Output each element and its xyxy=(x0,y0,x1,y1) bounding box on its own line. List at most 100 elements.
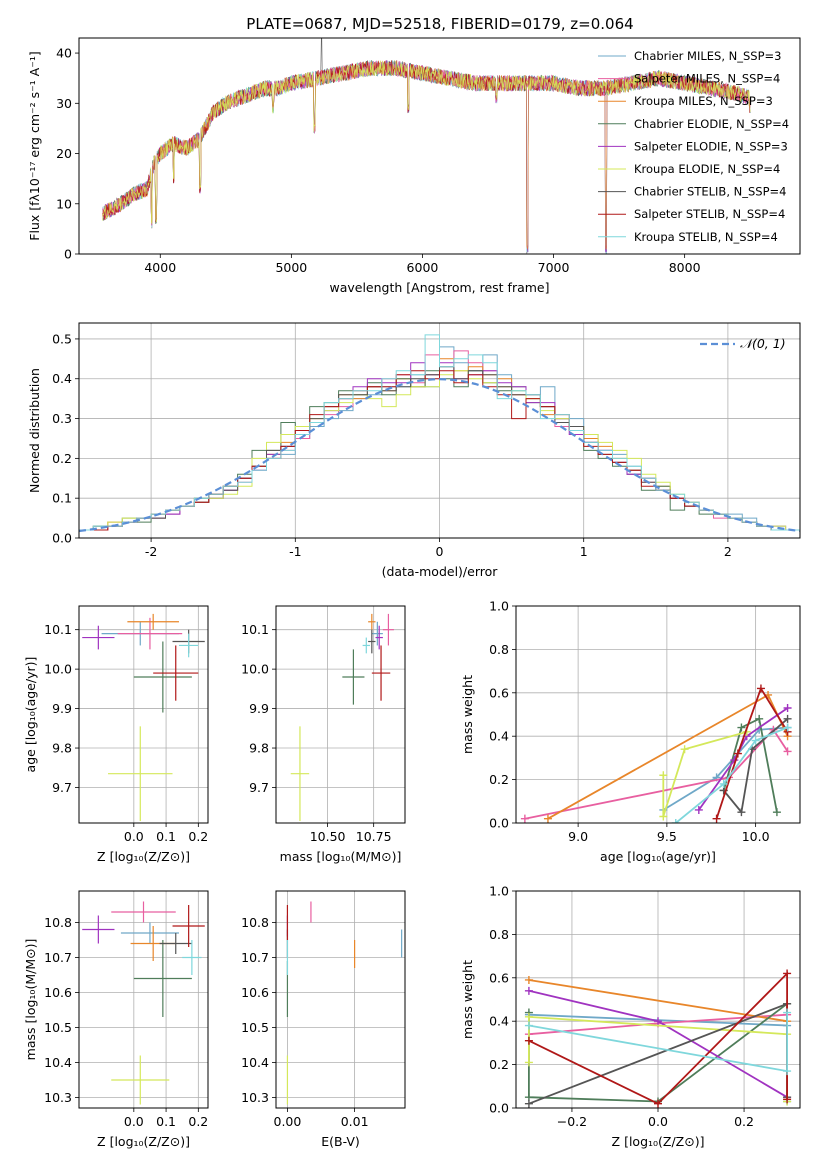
weight-marker xyxy=(654,1017,662,1026)
histogram-series-8 xyxy=(79,370,800,531)
data-point xyxy=(172,905,205,947)
plot-area xyxy=(82,901,205,1105)
x-tick-label: 0.2 xyxy=(734,1114,754,1129)
y-tick-label: 0.4 xyxy=(489,729,509,744)
data-point xyxy=(111,901,176,923)
legend-label: Kroupa MILES, N_SSP=3 xyxy=(634,94,773,108)
y-tick-label: 10.0 xyxy=(44,662,72,677)
axes-frame xyxy=(78,37,801,255)
weight-marker xyxy=(524,1099,533,1108)
spectrum-series-3 xyxy=(102,60,751,250)
y-axis-label: Normed distribution xyxy=(27,368,42,493)
weight-marker xyxy=(520,814,529,823)
y-axis-label: mass [log₁₀(M/M⊙)] xyxy=(23,939,38,1061)
y-tick-label: 10.1 xyxy=(44,622,72,637)
data-point xyxy=(368,613,376,630)
weight-marker xyxy=(737,723,746,732)
x-tick-label: 9.5 xyxy=(657,829,677,844)
data-point xyxy=(375,625,383,650)
y-tick-label: 9.8 xyxy=(249,741,269,756)
data-point xyxy=(111,1055,170,1105)
weight-marker xyxy=(783,969,792,978)
x-tick-label: 1 xyxy=(580,544,588,559)
weight-series-3 xyxy=(528,979,788,1023)
y-tick-label: 10.8 xyxy=(241,915,269,930)
spectrum-series-9 xyxy=(102,60,751,253)
y-tick-label: 0.6 xyxy=(489,685,509,700)
panel-age-vs-metallicity: 0.0 0.1 0.2 9.7 9.8 9.9 10.0 10.1 Z [log₁₀(Z/Z⊙)… xyxy=(23,605,209,864)
x-tick-label: 0 xyxy=(436,544,444,559)
y-tick-label: 10.3 xyxy=(44,1090,72,1105)
weight-marker xyxy=(756,684,765,693)
data-point xyxy=(82,915,115,944)
histogram-series-9 xyxy=(79,334,800,531)
x-axis-label: mass [log₁₀(M/M⊙)] xyxy=(280,849,402,864)
weight-marker xyxy=(783,747,792,756)
y-tick-label: 10.8 xyxy=(44,915,72,930)
x-tick-label: 0.01 xyxy=(341,1114,369,1129)
x-tick-label: 4000 xyxy=(144,260,176,275)
plot-area xyxy=(102,38,751,254)
axes-frame xyxy=(275,890,406,1109)
x-tick-label: 0.2 xyxy=(188,829,208,844)
spectrum-series-5 xyxy=(102,60,751,253)
legend-label: Chabrier ELODIE, N_SSP=4 xyxy=(634,117,789,131)
data-point xyxy=(368,629,376,654)
x-axis-label: (data-model)/error xyxy=(382,564,499,579)
x-axis-label: E(B-V) xyxy=(321,1134,360,1149)
weight-marker xyxy=(659,812,668,821)
x-tick-label: 0.1 xyxy=(156,829,176,844)
y-tick-label: 9.9 xyxy=(52,701,72,716)
weight-marker xyxy=(783,1067,792,1076)
y-tick-label: 0 xyxy=(64,247,72,262)
y-axis-label: mass weight xyxy=(460,675,475,754)
data-point xyxy=(120,922,179,944)
weight-marker xyxy=(524,975,533,984)
x-tick-label: 6000 xyxy=(407,260,439,275)
panel-mass-vs-metallicity: 0.0 0.1 0.2 10.3 10.4 10.5 10.6 10.7 10.8 Z [log₁… xyxy=(23,890,209,1149)
y-tick-label: 20 xyxy=(56,146,72,161)
panel-spectrum: 4000 5000 6000 7000 8000 0 10 20 30 40 wavelength … xyxy=(27,37,801,295)
axes-frame xyxy=(78,890,209,1109)
y-tick-label: 0.5 xyxy=(52,331,72,346)
y-tick-label: 0.4 xyxy=(52,371,72,386)
x-axis-label: wavelength [Angstrom, rest frame] xyxy=(329,280,549,295)
legend-label: Kroupa STELIB, N_SSP=4 xyxy=(634,230,778,244)
legend-label: Salpeter STELIB, N_SSP=4 xyxy=(634,207,785,221)
axes-frame xyxy=(515,605,801,824)
data-point xyxy=(133,940,192,1017)
y-tick-label: 10.1 xyxy=(241,622,269,637)
y-axis-label: Flux [fλ10⁻¹⁷ erg cm⁻² s⁻¹ A⁻¹] xyxy=(27,51,42,240)
data-point xyxy=(133,641,192,713)
weight-marker xyxy=(783,723,792,732)
x-tick-label: 9.0 xyxy=(568,829,588,844)
weight-marker xyxy=(671,819,680,823)
weight-series-9 xyxy=(675,726,788,823)
plot-area xyxy=(79,334,800,533)
y-tick-label: 0.4 xyxy=(489,1014,509,1029)
y-tick-label: 10.5 xyxy=(241,1020,269,1035)
legend-label: Salpeter MILES, N_SSP=4 xyxy=(634,72,780,86)
weight-marker xyxy=(680,745,689,754)
y-tick-label: 10.4 xyxy=(44,1055,72,1070)
y-tick-label: 0.2 xyxy=(52,451,72,466)
data-point xyxy=(290,726,310,822)
data-point xyxy=(82,625,115,650)
weight-marker xyxy=(712,814,721,823)
legend-label: Chabrier STELIB, N_SSP=4 xyxy=(634,185,786,199)
x-tick-label: 10.50 xyxy=(310,829,346,844)
weight-marker xyxy=(659,771,668,780)
plot-area xyxy=(524,969,792,1108)
weight-marker xyxy=(737,808,746,817)
legend-label: Chabrier MILES, N_SSP=3 xyxy=(634,49,781,63)
weight-marker xyxy=(694,805,703,814)
weight-marker xyxy=(543,814,552,823)
y-tick-label: 0.0 xyxy=(52,531,72,546)
x-tick-label: −0.2 xyxy=(557,1114,587,1129)
x-tick-label: -2 xyxy=(145,544,157,559)
legend-label: 𝒩(0, 1) xyxy=(740,336,786,351)
y-tick-label: 10.7 xyxy=(241,950,269,965)
y-axis-label: age [log₁₀(age/yr)] xyxy=(23,657,38,773)
x-tick-label: 2 xyxy=(724,544,732,559)
